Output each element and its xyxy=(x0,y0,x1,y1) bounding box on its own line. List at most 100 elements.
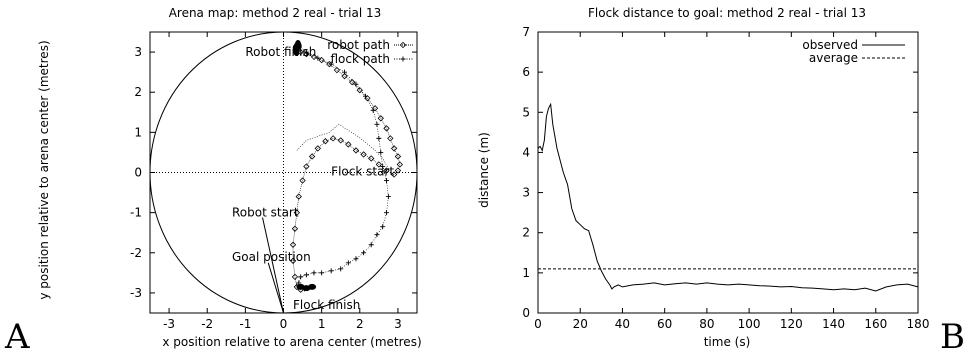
robot-path-point xyxy=(333,66,341,74)
robot-path-point xyxy=(303,50,310,58)
legend-robot-path-label: robot path xyxy=(327,38,390,52)
robot-path-point xyxy=(337,137,344,144)
flock-path-point xyxy=(363,93,369,99)
observed-series-line xyxy=(537,102,919,292)
x-tick-label: 140 xyxy=(822,317,845,331)
flock-path-point xyxy=(370,107,376,113)
flock-distance-frame xyxy=(537,31,919,314)
y-tick-label: 1 xyxy=(134,125,142,139)
robot-path-point xyxy=(329,135,337,142)
flock-path-point xyxy=(374,121,380,127)
flock-path-point xyxy=(368,242,374,248)
y-tick-label: 2 xyxy=(134,85,142,99)
flock-path-point xyxy=(361,250,367,256)
y-tick-label: 0 xyxy=(134,166,142,180)
flock-path-point xyxy=(298,274,304,280)
arena-map-chart: Arena map: method 2 real - trial 13 x po… xyxy=(37,6,422,349)
y-tick-label: 0 xyxy=(522,306,530,320)
legend-robot-path-marker xyxy=(399,41,407,49)
robot-path-point xyxy=(356,87,363,94)
robot-path-point xyxy=(383,125,390,132)
robot-path-point xyxy=(341,72,348,80)
y-tick-label: 7 xyxy=(522,25,530,39)
robot-path-point xyxy=(377,115,384,122)
flock-path-point xyxy=(303,49,309,55)
panel-label-b: B xyxy=(940,317,965,354)
flock-path-point xyxy=(380,224,386,230)
flock-path-point xyxy=(380,163,386,169)
robot-finish-cluster xyxy=(295,42,302,51)
robot-path-point xyxy=(375,161,383,168)
robot-path-point xyxy=(291,273,299,281)
flock-path-point xyxy=(353,256,359,262)
flock-distance-axes: 0 20 40 60 80 100 120 140 160 180 0 1 2 3 4 5 6 7 xyxy=(522,25,929,331)
robot-path-point xyxy=(289,257,297,264)
map-annotation: Robot start xyxy=(232,206,299,220)
flock-path-point xyxy=(345,260,351,266)
flock-path-point xyxy=(374,232,380,238)
robot-path-line xyxy=(292,47,401,290)
robot-path-point xyxy=(371,105,379,112)
y-tick-label: 4 xyxy=(522,145,530,159)
robot-path-point xyxy=(368,155,375,162)
flock-path-point xyxy=(342,69,348,75)
x-tick-label: 40 xyxy=(615,317,630,331)
x-tick-label: 20 xyxy=(573,317,588,331)
robot-path-point xyxy=(390,171,398,178)
flock-path-point xyxy=(315,55,321,61)
flock-path-point xyxy=(319,270,325,276)
flock-distance-marks xyxy=(537,102,919,292)
annotation-pointer-line xyxy=(262,217,284,314)
legend-observed-label: observed xyxy=(802,38,858,52)
x-tick-label: -2 xyxy=(201,317,213,331)
flock-path-point xyxy=(328,268,334,274)
x-tick-label: 2 xyxy=(356,317,364,331)
map-annotation: Goal position xyxy=(232,250,311,264)
x-tick-label: 80 xyxy=(699,317,714,331)
arena-map-title: Arena map: method 2 real - trial 13 xyxy=(169,6,382,20)
flock-path-point xyxy=(383,178,389,184)
flock-distance-title: Flock distance to goal: method 2 real - … xyxy=(588,6,866,20)
robot-finish-cluster xyxy=(293,48,300,57)
robot-path-point xyxy=(314,145,321,152)
y-tick-label: -2 xyxy=(130,246,142,260)
arena-map-axes: -3 -2 -1 0 1 2 3 -3 -2 -1 0 1 2 3 xyxy=(130,31,418,331)
flock-path-point xyxy=(383,210,389,216)
robot-path-point xyxy=(308,153,316,160)
flock-distance-chart: Flock distance to goal: method 2 real - … xyxy=(477,6,929,349)
y-tick-label: 2 xyxy=(522,226,530,240)
y-tick-label: 3 xyxy=(522,186,530,200)
flock-loop-line xyxy=(296,123,389,169)
map-annotation: Robot finish xyxy=(245,45,316,59)
robot-path-point xyxy=(360,151,367,158)
arena-map-marks: Robot finish Flock start Robot start Goal p… xyxy=(149,31,418,314)
flock-path-point xyxy=(328,61,334,67)
x-tick-label: 180 xyxy=(907,317,930,331)
y-tick-label: -1 xyxy=(130,206,142,220)
arena-map-ylabel: y position relative to arena center (met… xyxy=(37,40,51,299)
flock-path-point xyxy=(338,266,344,272)
x-tick-label: 60 xyxy=(657,317,672,331)
flock-distance-ylabel: distance (m) xyxy=(477,132,491,208)
flock-path-point xyxy=(376,135,382,141)
y-tick-label: 5 xyxy=(522,105,530,119)
flock-finish-cluster xyxy=(308,283,317,290)
y-tick-label: 1 xyxy=(522,266,530,280)
x-tick-label: -1 xyxy=(239,317,251,331)
x-tick-label: 120 xyxy=(780,317,803,331)
x-tick-label: 160 xyxy=(864,317,887,331)
robot-path-point xyxy=(310,53,318,61)
panel-label-a: A xyxy=(4,317,30,354)
x-tick-label: 1 xyxy=(318,317,326,331)
x-tick-label: 0 xyxy=(534,317,542,331)
flock-distance-legend: observed average xyxy=(802,38,905,65)
x-tick-label: 0 xyxy=(280,317,288,331)
arena-map-xlabel: x position relative to arena center (met… xyxy=(162,335,421,349)
legend-flock-path-marker xyxy=(400,56,406,62)
flock-path-point xyxy=(385,194,391,200)
robot-path-point xyxy=(387,135,394,142)
robot-path-point xyxy=(348,79,356,86)
robot-path-point xyxy=(289,241,297,248)
flock-path-point xyxy=(303,272,309,278)
